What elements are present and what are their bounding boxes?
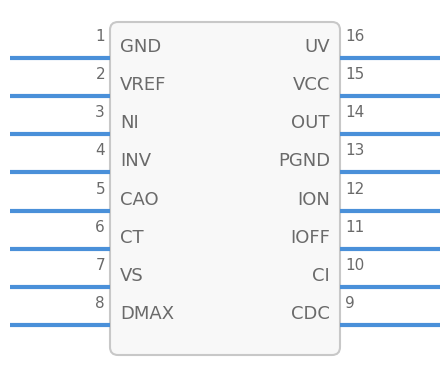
Text: 12: 12 <box>345 182 364 196</box>
Text: DMAX: DMAX <box>120 305 174 323</box>
Text: UV: UV <box>304 38 330 56</box>
Text: 15: 15 <box>345 67 364 82</box>
FancyBboxPatch shape <box>110 22 340 355</box>
Text: 2: 2 <box>95 67 105 82</box>
Text: GND: GND <box>120 38 161 56</box>
Text: VS: VS <box>120 267 144 285</box>
Text: CDC: CDC <box>291 305 330 323</box>
Text: 7: 7 <box>95 258 105 273</box>
Text: OUT: OUT <box>292 114 330 132</box>
Text: 13: 13 <box>345 144 364 158</box>
Text: 9: 9 <box>345 296 355 311</box>
Text: CI: CI <box>312 267 330 285</box>
Text: 11: 11 <box>345 220 364 235</box>
Text: VREF: VREF <box>120 76 166 94</box>
Text: VCC: VCC <box>293 76 330 94</box>
Text: NI: NI <box>120 114 139 132</box>
Text: 1: 1 <box>95 29 105 44</box>
Text: 14: 14 <box>345 105 364 120</box>
Text: 8: 8 <box>95 296 105 311</box>
Text: 5: 5 <box>95 182 105 196</box>
Text: 3: 3 <box>95 105 105 120</box>
Text: PGND: PGND <box>278 153 330 170</box>
Text: 4: 4 <box>95 144 105 158</box>
Text: CAO: CAO <box>120 190 159 209</box>
Text: INV: INV <box>120 153 151 170</box>
Text: ION: ION <box>297 190 330 209</box>
Text: CT: CT <box>120 229 144 247</box>
Text: IOFF: IOFF <box>290 229 330 247</box>
Text: 6: 6 <box>95 220 105 235</box>
Text: 10: 10 <box>345 258 364 273</box>
Text: 16: 16 <box>345 29 364 44</box>
